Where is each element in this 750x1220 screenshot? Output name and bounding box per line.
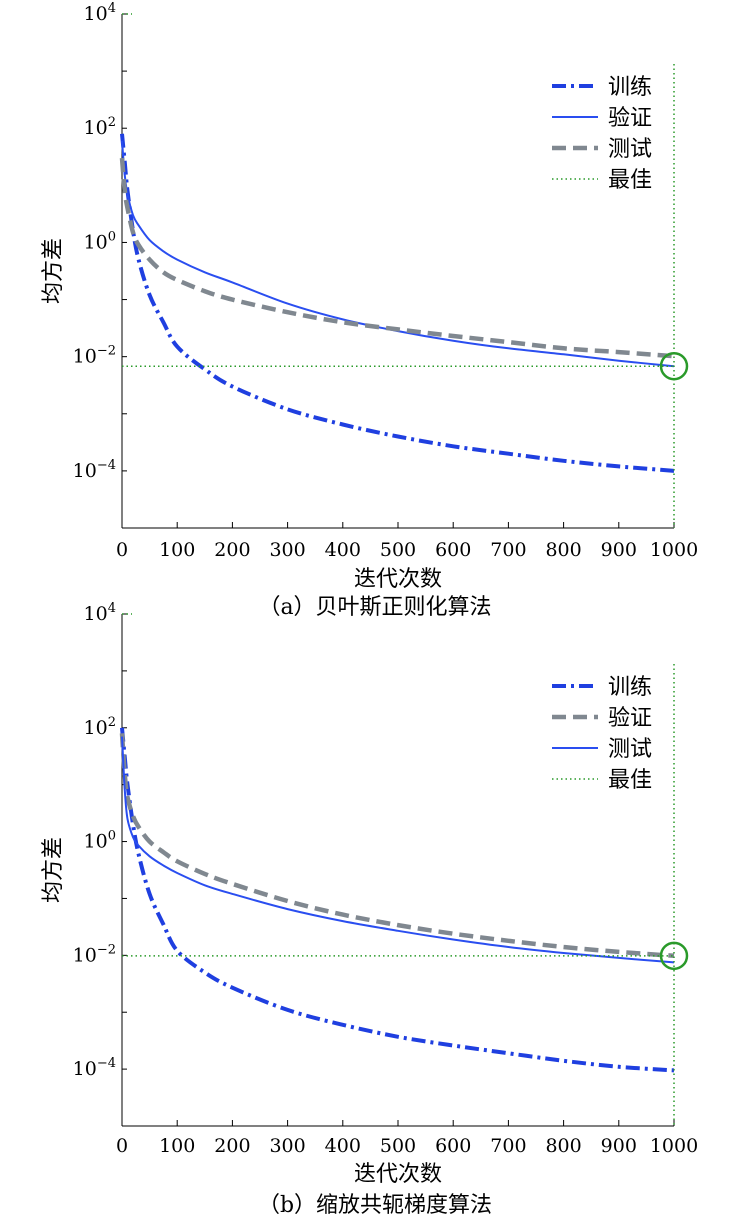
series-line-1 (121, 140, 675, 368)
series-line-0 (120, 133, 675, 473)
x-tick-label: 700 (490, 1135, 526, 1157)
x-tick-label: 900 (601, 539, 637, 561)
best-point-marker (659, 941, 689, 971)
x-tick-label: 0 (116, 1135, 128, 1157)
y-tick-label: 10−4 (73, 1056, 116, 1080)
x-tick-label: 1000 (650, 539, 698, 561)
series-line-2 (121, 736, 675, 964)
x-tick-label: 600 (435, 1135, 471, 1157)
x-tick-label: 500 (380, 539, 416, 561)
y-tick-base: 10 (73, 346, 97, 368)
x-tick-label: 200 (214, 1135, 250, 1157)
x-tick-label: 1000 (650, 1135, 698, 1157)
y-tick-label: 10−2 (73, 942, 116, 966)
y-tick-base: 10 (73, 460, 97, 482)
y-tick-exp: 0 (108, 829, 116, 844)
x-tick-label: 800 (545, 1135, 581, 1157)
x-tick-label: 100 (159, 1135, 195, 1157)
y-tick-exp: 2 (108, 115, 116, 130)
y-tick-exp: −2 (97, 942, 116, 957)
panel-caption: （a）贝叶斯正则化算法 (258, 595, 491, 620)
y-tick-label: 104 (84, 601, 116, 625)
y-tick-base: 10 (73, 1058, 97, 1080)
y-tick-exp: −4 (97, 1056, 116, 1071)
x-tick-label: 200 (214, 539, 250, 561)
legend-label: 训练 (608, 75, 652, 100)
y-tick-exp: 0 (108, 229, 116, 244)
legend-label: 验证 (608, 706, 652, 731)
y-tick-label: 10−2 (73, 344, 116, 368)
x-tick-label: 800 (545, 539, 581, 561)
x-tick-label: 300 (269, 1135, 305, 1157)
y-tick-label: 10−4 (73, 458, 116, 482)
x-tick-label: 400 (325, 1135, 361, 1157)
y-tick-base: 10 (84, 117, 108, 139)
y-tick-base: 10 (84, 831, 108, 853)
y-tick-label: 100 (84, 829, 116, 853)
series-line-1 (119, 733, 675, 959)
y-axis-label: 均方差 (41, 837, 66, 903)
y-tick-label: 100 (84, 229, 116, 253)
y-tick-exp: 2 (108, 715, 116, 730)
y-tick-exp: −4 (97, 458, 116, 473)
x-tick-label: 0 (116, 539, 128, 561)
x-axis-label: 迭代次数 (354, 567, 442, 592)
y-tick-exp: 4 (108, 601, 116, 616)
legend-label: 测试 (608, 737, 652, 762)
x-tick-label: 700 (490, 539, 526, 561)
series-line-2 (119, 157, 675, 359)
y-tick-base: 10 (84, 231, 108, 253)
y-tick-label: 104 (84, 1, 116, 25)
legend-label: 最佳 (608, 768, 652, 793)
x-axis-label: 迭代次数 (354, 1162, 442, 1187)
legend-label: 最佳 (608, 168, 652, 193)
y-tick-exp: 4 (108, 1, 116, 16)
x-tick-label: 600 (435, 539, 471, 561)
y-tick-base: 10 (84, 3, 108, 25)
y-axis-label: 均方差 (41, 238, 66, 304)
legend-label: 测试 (608, 137, 652, 162)
legend-label: 训练 (608, 675, 652, 700)
y-tick-base: 10 (84, 603, 108, 625)
y-tick-label: 102 (84, 115, 116, 139)
y-tick-label: 102 (84, 715, 116, 739)
legend-label: 验证 (608, 106, 652, 131)
x-tick-label: 500 (380, 1135, 416, 1157)
panel-caption: （b）缩放共轭梯度算法 (258, 1193, 492, 1218)
x-tick-label: 900 (601, 1135, 637, 1157)
x-tick-label: 100 (159, 539, 195, 561)
x-tick-label: 400 (325, 539, 361, 561)
y-tick-base: 10 (84, 717, 108, 739)
best-point-marker (659, 351, 689, 381)
x-tick-label: 300 (269, 539, 305, 561)
y-tick-base: 10 (73, 944, 97, 966)
series-line-0 (120, 727, 675, 1073)
y-tick-exp: −2 (97, 344, 116, 359)
